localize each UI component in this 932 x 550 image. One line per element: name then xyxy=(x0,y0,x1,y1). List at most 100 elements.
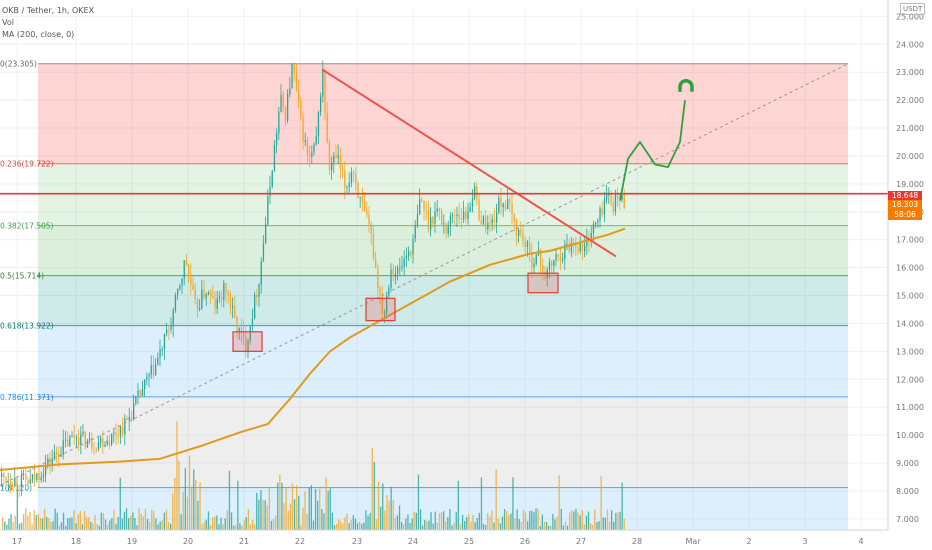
candle-body xyxy=(49,458,51,465)
candle-body xyxy=(478,199,480,221)
volume-bar xyxy=(256,492,258,530)
candle-body xyxy=(491,218,493,224)
candle-body xyxy=(359,196,361,198)
candle-body xyxy=(423,200,425,210)
candle-body xyxy=(579,243,581,252)
volume-bar xyxy=(388,500,390,530)
volume-bar xyxy=(354,518,357,530)
volume-bar xyxy=(216,515,218,530)
volume-bar xyxy=(501,516,504,530)
candle-body xyxy=(170,326,172,330)
candle-body xyxy=(111,433,113,446)
volume-bar xyxy=(71,517,73,530)
candle-body xyxy=(122,426,124,435)
candle-body xyxy=(309,155,311,157)
candle-body xyxy=(1,473,3,477)
volume-bar xyxy=(60,522,63,530)
volume-bar xyxy=(77,514,79,530)
candle-body xyxy=(108,440,111,446)
candle-body xyxy=(300,101,302,117)
candle-body xyxy=(434,211,436,224)
candle-body xyxy=(551,261,553,266)
volume-bar xyxy=(348,523,350,530)
volume-bar xyxy=(350,520,352,530)
volume-bar xyxy=(69,517,71,530)
candle-body xyxy=(500,197,502,207)
candle-body xyxy=(73,435,75,439)
volume-bar xyxy=(512,477,514,530)
currency-unit-badge[interactable]: USDT xyxy=(900,3,926,15)
volume-bar xyxy=(88,517,90,530)
candle-body xyxy=(394,273,397,278)
candle-body xyxy=(298,89,300,102)
volume-bar xyxy=(41,518,44,530)
volume-bar xyxy=(487,512,489,530)
candle-body xyxy=(498,197,500,213)
volume-bar xyxy=(497,518,499,530)
volume-bar xyxy=(499,523,501,530)
y-tick-label: 11.000 xyxy=(896,403,924,412)
candle-body xyxy=(397,268,399,274)
candle-body xyxy=(69,436,71,447)
candle-body xyxy=(60,454,62,458)
volume-bar xyxy=(262,499,264,530)
volume-bar xyxy=(436,522,438,530)
volume-bar xyxy=(482,523,485,530)
candle-body xyxy=(155,364,157,376)
volume-bar xyxy=(35,515,37,530)
candle-body xyxy=(18,485,20,488)
candle-body xyxy=(256,294,258,297)
volume-bar xyxy=(579,515,581,530)
volume-bar xyxy=(468,513,470,530)
candle-body xyxy=(504,203,507,210)
candle-body xyxy=(603,199,606,215)
ma-indicator-label[interactable]: MA (200, close, 0) xyxy=(2,30,75,39)
volume-bar xyxy=(323,513,325,530)
candle-body xyxy=(410,251,412,255)
candle-body xyxy=(432,216,434,224)
candle-body xyxy=(236,317,238,332)
candle-body xyxy=(447,225,449,234)
candle-body xyxy=(126,418,128,421)
candle-body xyxy=(205,294,207,298)
volume-bar xyxy=(384,510,386,530)
candle-body xyxy=(485,216,487,230)
candle-body xyxy=(302,116,304,142)
volume-bar xyxy=(594,509,596,530)
candle-body xyxy=(511,203,513,215)
volume-indicator-label[interactable]: Vol xyxy=(2,18,14,27)
candle-body xyxy=(86,440,89,448)
volume-bar xyxy=(65,525,67,530)
volume-bar xyxy=(174,477,176,530)
volume-bar xyxy=(115,523,117,530)
x-tick-label: 18 xyxy=(71,537,81,546)
volume-bar xyxy=(285,488,287,530)
volume-bar xyxy=(125,508,128,530)
candle-body xyxy=(414,225,416,239)
candle-body xyxy=(557,254,559,257)
candle-body xyxy=(408,251,410,257)
volume-bar xyxy=(550,525,552,530)
volume-bar xyxy=(92,523,94,530)
candle-body xyxy=(425,209,427,211)
candle-body xyxy=(161,348,163,350)
volume-bar xyxy=(476,518,478,530)
volume-bar xyxy=(491,510,493,530)
volume-bar xyxy=(98,525,100,530)
candle-body xyxy=(313,144,315,153)
candle-body xyxy=(311,152,313,157)
volume-bar xyxy=(535,508,537,530)
y-tick-label: 15.000 xyxy=(896,292,924,301)
volume-bar xyxy=(167,521,170,530)
candle-body xyxy=(346,187,348,189)
volume-bar xyxy=(342,523,344,530)
x-tick-label: 25 xyxy=(464,537,474,546)
volume-bar xyxy=(552,513,554,530)
candle-body xyxy=(221,296,223,300)
volume-bar xyxy=(86,517,88,530)
candle-body xyxy=(265,224,267,244)
volume-bar xyxy=(325,477,327,530)
volume-bar xyxy=(527,521,529,530)
volume-bar xyxy=(283,503,285,530)
